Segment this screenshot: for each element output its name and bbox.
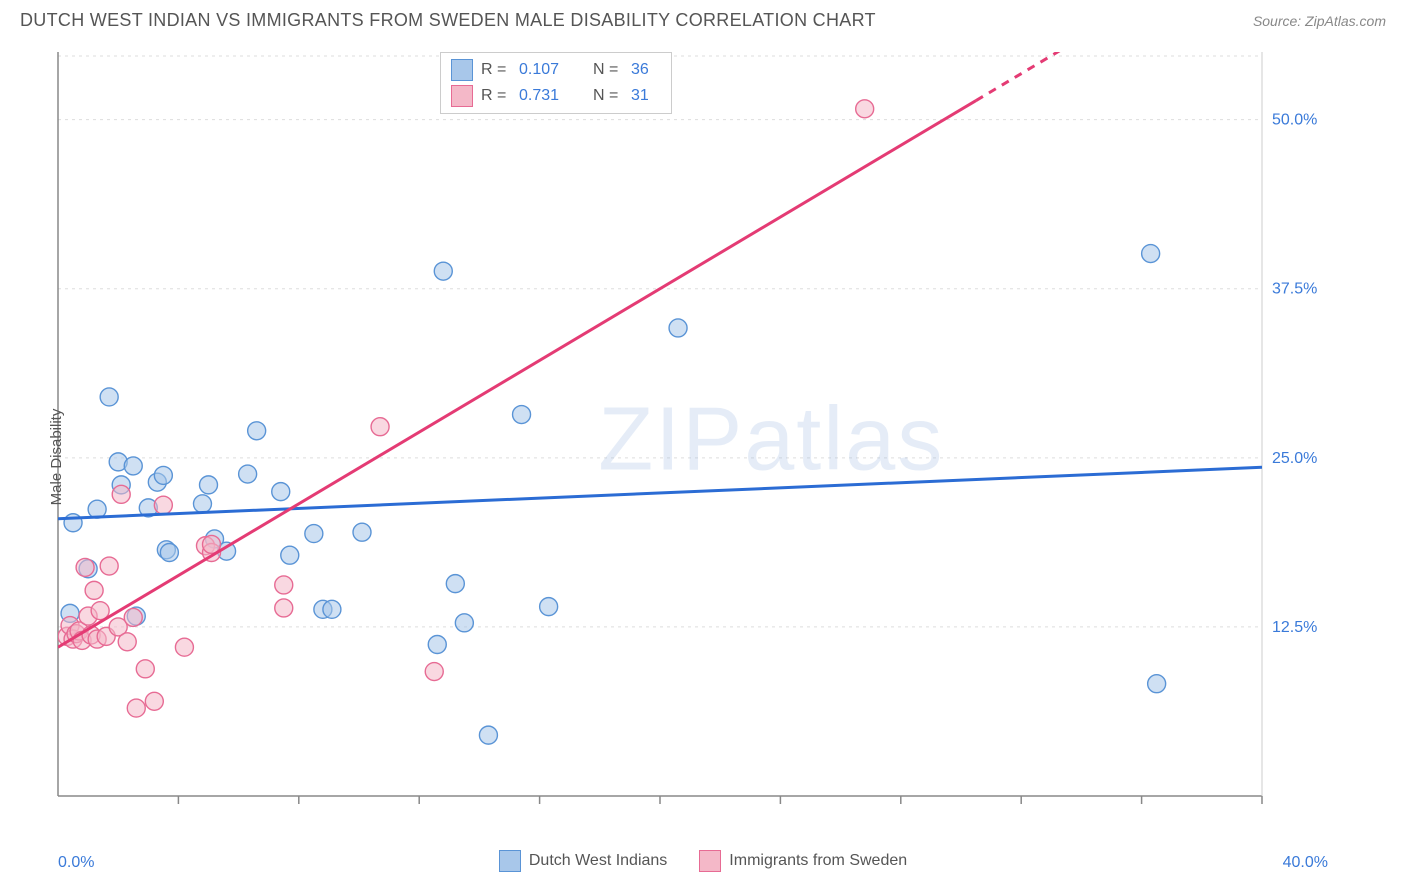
swatch-blue [451,59,473,81]
legend-label: Dutch West Indians [529,852,667,870]
scatter-chart: 12.5% 25.0% 37.5% 50.0% [20,42,1320,832]
r-label: R = [481,87,511,105]
svg-text:50.0%: 50.0% [1272,112,1317,129]
header: DUTCH WEST INDIAN VS IMMIGRANTS FROM SWE… [0,0,1406,37]
n-label: N = [593,87,623,105]
legend-row-blue: R = 0.107 N = 36 [451,57,661,83]
legend-row-pink: R = 0.731 N = 31 [451,83,661,109]
r-value-blue: 0.107 [519,61,579,79]
page-title: DUTCH WEST INDIAN VS IMMIGRANTS FROM SWE… [20,10,876,31]
swatch-pink [699,850,721,872]
n-value-blue: 36 [631,61,661,79]
legend-item-pink: Immigrants from Sweden [699,850,907,872]
correlation-legend: R = 0.107 N = 36 R = 0.731 N = 31 [440,52,672,114]
chart-container: Male Disability 12.5%25.0%37.5%50.0% ZIP… [20,42,1386,872]
svg-text:25.0%: 25.0% [1272,450,1317,467]
swatch-blue [499,850,521,872]
swatch-pink [451,85,473,107]
source-attribution: Source: ZipAtlas.com [1253,13,1386,29]
r-value-pink: 0.731 [519,87,579,105]
legend-item-blue: Dutch West Indians [499,850,667,872]
legend-label: Immigrants from Sweden [729,852,907,870]
n-value-pink: 31 [631,87,661,105]
y-axis-label: Male Disability [48,409,65,506]
n-label: N = [593,61,623,79]
r-label: R = [481,61,511,79]
svg-text:12.5%: 12.5% [1272,619,1317,636]
svg-text:37.5%: 37.5% [1272,281,1317,298]
series-legend: Dutch West Indians Immigrants from Swede… [20,850,1386,872]
